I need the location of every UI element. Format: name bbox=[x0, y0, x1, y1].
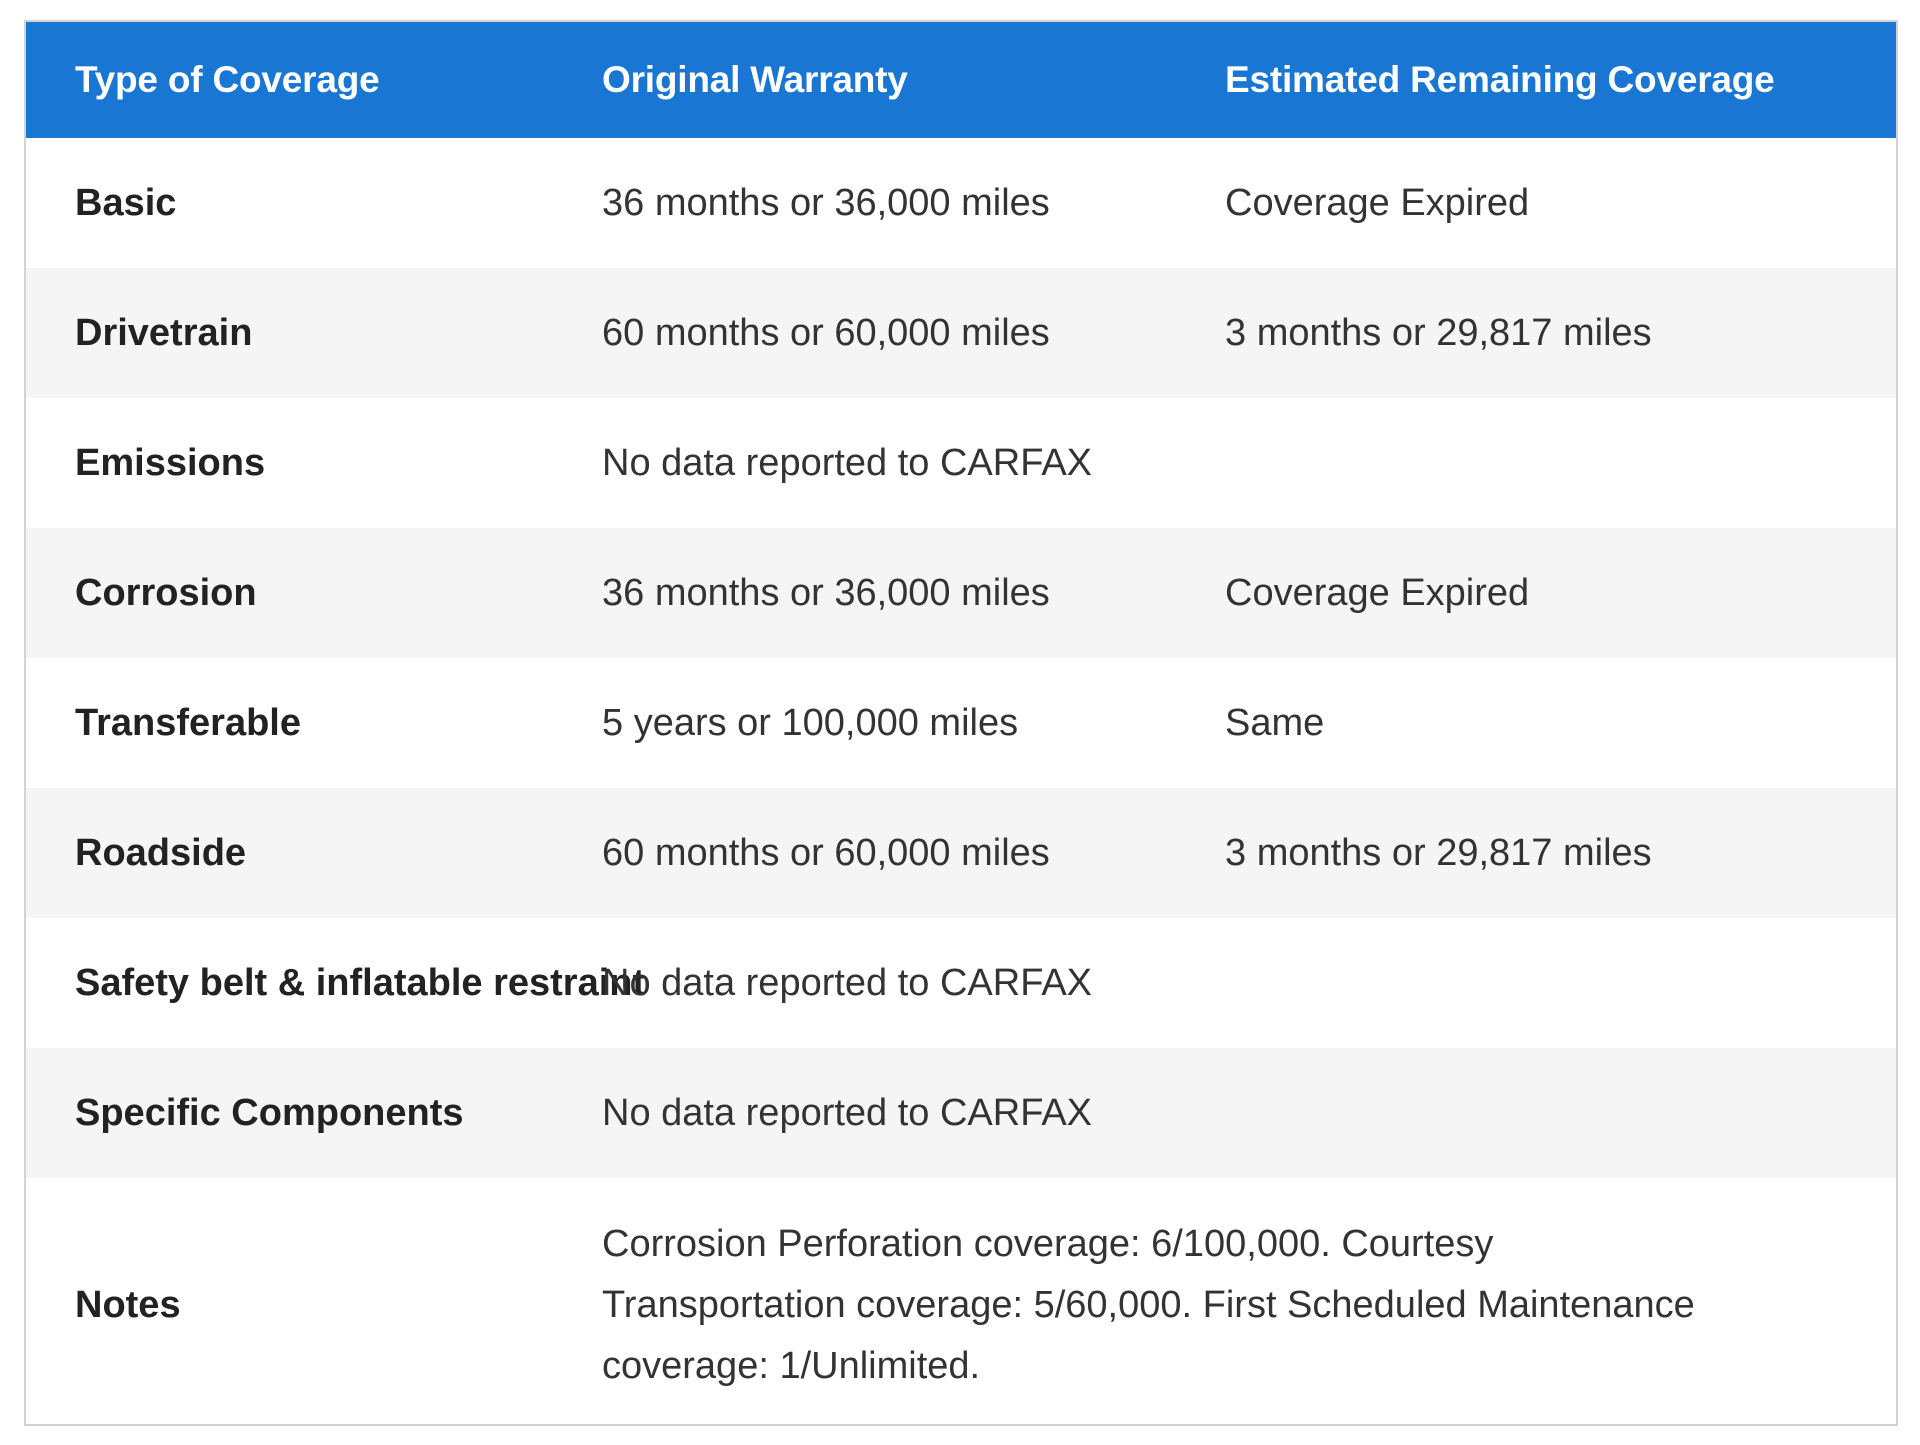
coverage-type-cell: Emissions bbox=[75, 441, 266, 484]
coverage-type-cell: Safety belt & inflatable restraint bbox=[75, 961, 646, 1004]
original-warranty-cell: 36 months or 36,000 miles bbox=[602, 571, 1050, 614]
notes-label: Notes bbox=[75, 1283, 181, 1326]
remaining-coverage-cell: Coverage Expired bbox=[1225, 571, 1530, 614]
table-row: Corrosion 36 months or 36,000 miles Cove… bbox=[26, 528, 1896, 658]
notes-line: Transportation coverage: 5/60,000. First… bbox=[602, 1283, 1695, 1326]
coverage-type-cell: Corrosion bbox=[75, 571, 257, 614]
table-row: Emissions No data reported to CARFAX bbox=[26, 398, 1896, 528]
table-header-row: Type of Coverage Original Warranty Estim… bbox=[26, 22, 1896, 138]
coverage-type-cell: Basic bbox=[75, 181, 177, 224]
original-warranty-cell: 36 months or 36,000 miles bbox=[602, 181, 1050, 224]
notes-line: Corrosion Perforation coverage: 6/100,00… bbox=[602, 1222, 1494, 1265]
table-row: Safety belt & inflatable restraint No da… bbox=[26, 918, 1896, 1048]
header-original-warranty: Original Warranty bbox=[602, 59, 908, 100]
header-estimated-remaining-coverage: Estimated Remaining Coverage bbox=[1225, 59, 1775, 100]
remaining-coverage-cell: 3 months or 29,817 miles bbox=[1225, 831, 1652, 874]
remaining-coverage-cell: 3 months or 29,817 miles bbox=[1225, 311, 1652, 354]
coverage-type-cell: Drivetrain bbox=[75, 311, 253, 354]
table-row: Specific Components No data reported to … bbox=[26, 1048, 1896, 1178]
original-warranty-cell: 60 months or 60,000 miles bbox=[602, 831, 1050, 874]
notes-row: Notes Corrosion Perforation coverage: 6/… bbox=[26, 1178, 1896, 1432]
table-row: Drivetrain 60 months or 60,000 miles 3 m… bbox=[26, 268, 1896, 398]
remaining-coverage-cell: Coverage Expired bbox=[1225, 181, 1530, 224]
original-warranty-cell: No data reported to CARFAX bbox=[602, 961, 1093, 1004]
table-row: Basic 36 months or 36,000 miles Coverage… bbox=[26, 138, 1896, 268]
original-warranty-cell: No data reported to CARFAX bbox=[602, 1091, 1093, 1134]
original-warranty-cell: No data reported to CARFAX bbox=[602, 441, 1093, 484]
coverage-type-cell: Transferable bbox=[75, 701, 301, 744]
table-row: Transferable 5 years or 100,000 miles Sa… bbox=[26, 658, 1896, 788]
notes-line: coverage: 1/Unlimited. bbox=[602, 1344, 981, 1387]
header-type-of-coverage: Type of Coverage bbox=[75, 59, 380, 100]
warranty-table: Type of Coverage Original Warranty Estim… bbox=[24, 20, 1898, 1426]
remaining-coverage-cell: Same bbox=[1225, 701, 1325, 744]
notes-text: Corrosion Perforation coverage: 6/100,00… bbox=[602, 1214, 1822, 1397]
coverage-type-cell: Roadside bbox=[75, 831, 247, 874]
original-warranty-cell: 60 months or 60,000 miles bbox=[602, 311, 1050, 354]
original-warranty-cell: 5 years or 100,000 miles bbox=[602, 701, 1019, 744]
coverage-type-cell: Specific Components bbox=[75, 1091, 464, 1134]
table-row: Roadside 60 months or 60,000 miles 3 mon… bbox=[26, 788, 1896, 918]
